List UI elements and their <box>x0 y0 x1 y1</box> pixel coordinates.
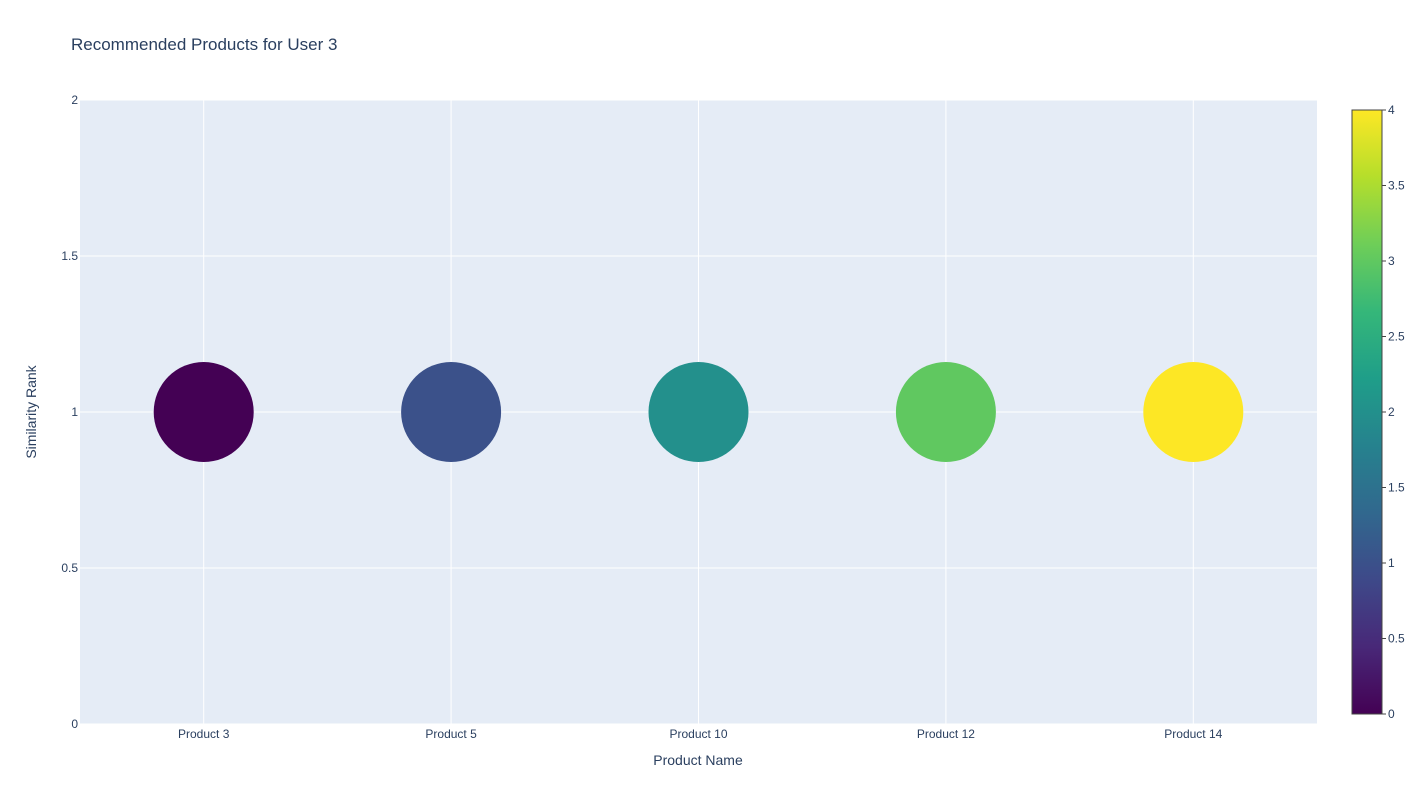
y-tick-labels: 0 0.5 1 1.5 2 <box>61 93 78 731</box>
x-tick-label: Product 3 <box>178 727 230 741</box>
x-tick-label: Product 12 <box>917 727 975 741</box>
marker-point <box>648 362 749 462</box>
colorbar: 0 0.5 1 1.5 2 2.5 3 3.5 4 <box>1351 103 1405 721</box>
chart-title: Recommended Products for User 3 <box>71 35 337 54</box>
x-tick-label: Product 14 <box>1164 727 1222 741</box>
colorbar-tick-label: 2.5 <box>1388 330 1405 344</box>
colorbar-tick-label: 1.5 <box>1388 481 1405 495</box>
x-axis-title: Product Name <box>653 752 743 768</box>
y-tick-label: 0 <box>71 717 78 731</box>
x-tick-labels: Product 3 Product 5 Product 10 Product 12 Pr… <box>178 727 1223 741</box>
colorbar-gradient <box>1351 109 1383 715</box>
marker-point <box>401 362 502 462</box>
x-tick-label: Product 10 <box>669 727 727 741</box>
colorbar-tick-label: 3.5 <box>1388 179 1405 193</box>
y-axis-title: Similarity Rank <box>23 364 39 458</box>
colorbar-tick-label: 0.5 <box>1388 632 1405 646</box>
markers <box>153 362 1244 462</box>
colorbar-tick-label: 0 <box>1388 707 1395 721</box>
y-tick-label: 2 <box>71 93 78 107</box>
marker-point <box>1143 362 1244 462</box>
marker-point <box>895 362 996 462</box>
colorbar-tick-label: 4 <box>1388 103 1395 117</box>
colorbar-tick-label: 3 <box>1388 254 1395 268</box>
colorbar-tick-label: 2 <box>1388 405 1395 419</box>
colorbar-tick-label: 1 <box>1388 556 1395 570</box>
colorbar-tick-labels: 0 0.5 1 1.5 2 2.5 3 3.5 4 <box>1382 103 1405 721</box>
y-tick-label: 0.5 <box>61 561 78 575</box>
x-tick-label: Product 5 <box>425 727 477 741</box>
y-tick-label: 1 <box>71 405 78 419</box>
y-tick-label: 1.5 <box>61 249 78 263</box>
marker-point <box>153 362 254 462</box>
